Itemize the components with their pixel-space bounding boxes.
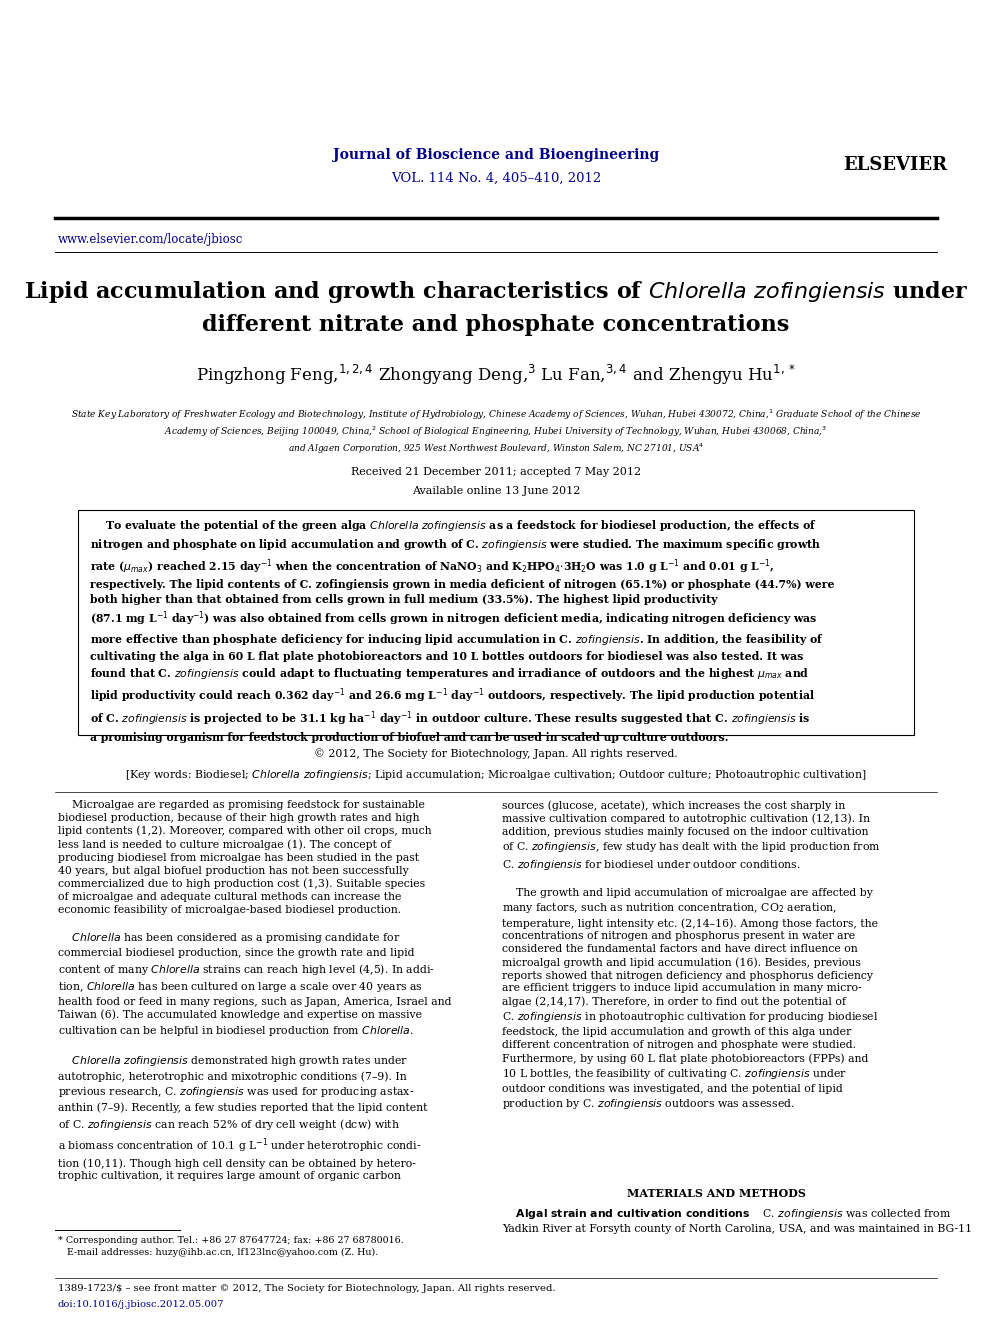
Text: MATERIALS AND METHODS: MATERIALS AND METHODS [627, 1188, 806, 1199]
Text: Lipid accumulation and growth characteristics of $\mathit{Chlorella\ zofingiensi: Lipid accumulation and growth characteri… [24, 279, 968, 306]
Text: * Corresponding author. Tel.: +86 27 87647724; fax: +86 27 68780016.
   E-mail a: * Corresponding author. Tel.: +86 27 876… [58, 1236, 404, 1257]
Text: 1389-1723/$ – see front matter © 2012, The Society for Biotechnology, Japan. All: 1389-1723/$ – see front matter © 2012, T… [58, 1285, 556, 1293]
Text: Journal of Bioscience and Bioengineering: Journal of Bioscience and Bioengineering [333, 148, 659, 161]
Text: different nitrate and phosphate concentrations: different nitrate and phosphate concentr… [202, 314, 790, 336]
Text: VOL. 114 No. 4, 405–410, 2012: VOL. 114 No. 4, 405–410, 2012 [391, 172, 601, 184]
Text: Received 21 December 2011; accepted 7 May 2012: Received 21 December 2011; accepted 7 Ma… [351, 467, 641, 478]
Text: [Key words: Biodiesel; $\mathit{Chlorella\ zofingiensis}$; Lipid accumulation; M: [Key words: Biodiesel; $\mathit{Chlorell… [125, 767, 867, 782]
Text: $\mathbf{Algal\ strain\ and\ cultivation\ conditions}$    C. $\mathit{zofingiens: $\mathbf{Algal\ strain\ and\ cultivation… [502, 1207, 972, 1234]
Text: Pingzhong Feng,$^{1,2,4}$ Zhongyang Deng,$^{3}$ Lu Fan,$^{3,4}$ and Zhengyu Hu$^: Pingzhong Feng,$^{1,2,4}$ Zhongyang Deng… [196, 363, 796, 388]
Text: www.elsevier.com/locate/jbiosc: www.elsevier.com/locate/jbiosc [58, 233, 243, 246]
Text: sources (glucose, acetate), which increases the cost sharply in
massive cultivat: sources (glucose, acetate), which increa… [502, 800, 881, 1111]
Text: Available online 13 June 2012: Available online 13 June 2012 [412, 486, 580, 496]
Text: ELSEVIER: ELSEVIER [843, 156, 947, 175]
Text: Microalgae are regarded as promising feedstock for sustainable
biodiesel product: Microalgae are regarded as promising fee… [58, 800, 451, 1181]
Text: State Key Laboratory of Freshwater Ecology and Biotechnology, Institute of Hydro: State Key Laboratory of Freshwater Ecolo… [70, 407, 922, 422]
Text: Academy of Sciences, Beijing 100049, China,$^{2}$ School of Biological Engineeri: Academy of Sciences, Beijing 100049, Chi… [165, 425, 827, 439]
Text: © 2012, The Society for Biotechnology, Japan. All rights reserved.: © 2012, The Society for Biotechnology, J… [314, 747, 678, 759]
Text: and Algaen Corporation, 925 West Northwest Boulevard, Winston Salem, NC 27101, U: and Algaen Corporation, 925 West Northwe… [288, 442, 704, 456]
Bar [78, 509, 914, 736]
Text: doi:10.1016/j.jbiosc.2012.05.007: doi:10.1016/j.jbiosc.2012.05.007 [58, 1301, 224, 1308]
Text: To evaluate the potential of the green alga $\mathit{Chlorella\ zofingiensis}$ a: To evaluate the potential of the green a… [90, 519, 834, 742]
